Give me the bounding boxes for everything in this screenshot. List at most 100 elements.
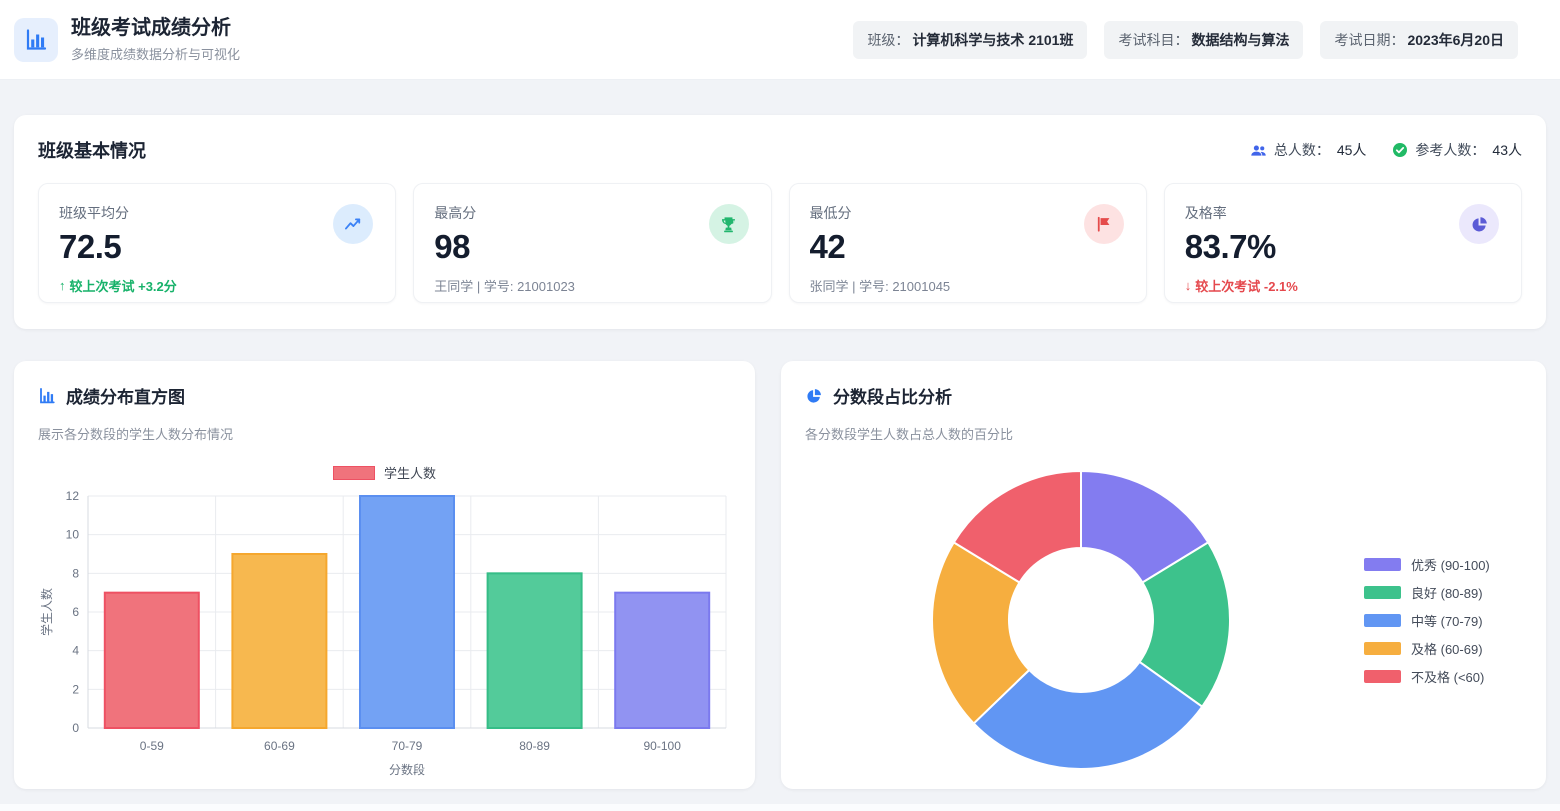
stat-grid: 班级平均分 72.5 ↑ 较上次考试 +3.2分 最高分 98 王同学 | 学号… — [38, 183, 1522, 303]
app-header: 班级考试成绩分析 多维度成绩数据分析与可视化 班级： 计算机科学与技术 2101班… — [0, 0, 1560, 80]
stat-value: 72.5 — [59, 228, 122, 265]
histogram-subtitle: 展示各分数段的学生人数分布情况 — [38, 427, 234, 442]
stat-icon-bubble — [333, 204, 374, 244]
class-badge-label: 班级： — [867, 31, 910, 48]
stat-detail: 张同学 | 学号: 21001045 — [809, 279, 951, 294]
pie-icon — [1472, 216, 1487, 231]
legend-item[interactable]: 中等 (70-79) — [1364, 611, 1490, 630]
bar-80-89[interactable] — [486, 572, 583, 730]
next-section-edge — [0, 804, 1560, 811]
pie-slice-及格 (60-69)[interactable] — [931, 541, 1031, 725]
stat-card-lowest: 最低分 42 张同学 | 学号: 21001045 — [788, 183, 1147, 303]
subject-badge-label: 考试科目： — [1118, 31, 1189, 48]
header-badges: 班级： 计算机科学与技术 2101班 考试科目： 数据结构与算法 考试日期： 2023… — [853, 20, 1518, 59]
page-subtitle: 多维度成绩数据分析与可视化 — [71, 47, 241, 62]
attended-students: 参考人数： 43人 — [1392, 140, 1522, 160]
trend-up-icon — [345, 218, 361, 230]
axis-label: 90-100 — [644, 739, 682, 753]
stat-label: 最低分 — [809, 205, 852, 221]
flag-icon — [1097, 216, 1110, 232]
stat-card-pass-rate: 及格率 83.7% ↓ 较上次考试 -2.1% — [1163, 183, 1522, 303]
axis-label: 8 — [72, 566, 79, 580]
stat-detail: 王同学 | 学号: 21001023 — [434, 279, 575, 294]
total-students-label: 总人数： — [1273, 142, 1330, 158]
stat-change: ↑ 较上次考试 +3.2分 — [59, 278, 177, 294]
trophy-icon — [722, 216, 735, 232]
bar-chart-icon — [26, 28, 47, 50]
date-badge: 考试日期： 2023年6月20日 — [1320, 20, 1518, 59]
stat-icon-bubble — [1083, 204, 1124, 244]
users-icon — [1251, 144, 1266, 156]
legend-swatch — [1364, 613, 1401, 627]
axis-label: 10 — [66, 528, 80, 542]
bar-chart[interactable]: 0 2 4 6 8 10 12 0-59 60-69 70-79 80-89 90-100 分数段 学生人… — [38, 490, 731, 782]
histogram-icon — [40, 387, 55, 403]
bar-0-59[interactable] — [103, 591, 200, 729]
page-title: 班级考试成绩分析 — [71, 17, 231, 39]
attended-students-label: 参考人数： — [1415, 142, 1486, 158]
class-badge-value: 计算机科学与技术 2101班 — [912, 31, 1074, 48]
stat-label: 最高分 — [434, 205, 477, 221]
date-badge-value: 2023年6月20日 — [1407, 31, 1504, 48]
pie-slice-中等 (70-79)[interactable] — [972, 660, 1204, 771]
stat-card-highest: 最高分 98 王同学 | 学号: 21001023 — [413, 183, 772, 303]
donut-legend: 优秀 (90-100) 良好 (80-89) 中等 (70-79) 及格 (60-69… — [1364, 555, 1490, 686]
axis-label: 学生人数 — [39, 588, 54, 636]
stat-value: 42 — [809, 228, 846, 265]
legend-swatch — [332, 465, 375, 480]
app-logo — [14, 17, 58, 62]
legend-label: 优秀 (90-100) — [1411, 557, 1490, 573]
stat-icon-bubble — [1459, 204, 1499, 244]
pie-slice-良好 (80-89)[interactable] — [1138, 541, 1231, 708]
stat-label: 班级平均分 — [59, 205, 129, 221]
overview-counts: 总人数： 45人 参考人数： 43人 — [1250, 140, 1522, 160]
axis-label: 0 — [72, 721, 79, 735]
attended-students-value: 43人 — [1492, 142, 1522, 158]
check-circle-icon — [1393, 143, 1408, 157]
bar-60-69[interactable] — [231, 553, 328, 729]
axis-label: 0-59 — [140, 739, 164, 753]
subject-badge: 考试科目： 数据结构与算法 — [1104, 20, 1304, 59]
legend-item[interactable]: 良好 (80-89) — [1364, 583, 1490, 602]
bar-70-79[interactable] — [359, 495, 455, 729]
donut-title: 分数段占比分析 — [833, 388, 952, 407]
date-badge-label: 考试日期： — [1334, 31, 1405, 48]
axis-label: 60-69 — [264, 739, 295, 753]
axis-label: 分数段 — [389, 762, 425, 777]
legend-label: 中等 (70-79) — [1411, 613, 1483, 629]
total-students: 总人数： 45人 — [1250, 140, 1367, 160]
axis-label: 6 — [72, 605, 79, 619]
arrow-down-icon: ↓ — [1184, 278, 1192, 293]
subject-badge-value: 数据结构与算法 — [1191, 31, 1290, 48]
stat-change: ↓ 较上次考试 -2.1% — [1184, 278, 1298, 294]
axis-label: 12 — [66, 490, 80, 503]
legend-swatch — [1364, 641, 1401, 655]
arrow-up-icon: ↑ — [59, 278, 66, 293]
legend-label: 良好 (80-89) — [1411, 585, 1483, 601]
stat-value: 98 — [434, 228, 470, 265]
axis-label: 80-89 — [519, 739, 550, 753]
donut-card: 分数段占比分析 各分数段学生人数占总人数的百分比 优秀 (90-100) 良好 (… — [781, 361, 1546, 789]
legend-swatch — [1364, 557, 1401, 571]
axis-label: 4 — [72, 644, 79, 658]
legend-item[interactable]: 及格 (60-69) — [1364, 639, 1490, 658]
donut-chart[interactable] — [930, 469, 1232, 771]
legend-label: 不及格 (<60) — [1411, 669, 1485, 685]
stat-value: 83.7% — [1184, 228, 1277, 265]
pie-chart-icon — [807, 388, 821, 403]
legend-swatch — [1364, 669, 1401, 683]
pie-slice-不及格 (<60)[interactable] — [952, 470, 1082, 584]
histogram-title: 成绩分布直方图 — [66, 388, 185, 407]
axis-label: 2 — [72, 682, 79, 696]
bar-chart-legend[interactable]: 学生人数 — [38, 463, 731, 482]
legend-label: 及格 (60-69) — [1411, 641, 1483, 657]
legend-item[interactable]: 优秀 (90-100) — [1364, 555, 1490, 574]
legend-item[interactable]: 不及格 (<60) — [1364, 667, 1490, 686]
legend-swatch — [1364, 585, 1401, 599]
class-overview-card: 班级基本情况 总人数： 45人 参考人数： 43人 — [14, 115, 1546, 329]
donut-subtitle: 各分数段学生人数占总人数的百分比 — [805, 427, 1014, 442]
total-students-value: 45人 — [1336, 142, 1367, 158]
class-badge: 班级： 计算机科学与技术 2101班 — [853, 20, 1088, 59]
bar-90-100[interactable] — [614, 591, 711, 729]
stat-icon-bubble — [708, 204, 749, 244]
